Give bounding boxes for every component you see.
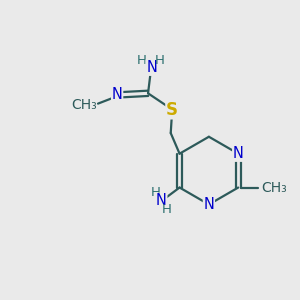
- Text: N: N: [156, 193, 167, 208]
- Text: H: H: [162, 202, 172, 215]
- Text: N: N: [146, 60, 157, 75]
- Text: CH₃: CH₃: [71, 98, 97, 112]
- Text: H: H: [151, 186, 161, 199]
- Text: CH₃: CH₃: [261, 181, 286, 194]
- Text: H: H: [137, 54, 147, 68]
- Text: N: N: [203, 197, 214, 212]
- Text: H: H: [155, 54, 165, 68]
- Text: N: N: [112, 87, 123, 102]
- Text: S: S: [166, 100, 178, 118]
- Text: N: N: [233, 146, 244, 161]
